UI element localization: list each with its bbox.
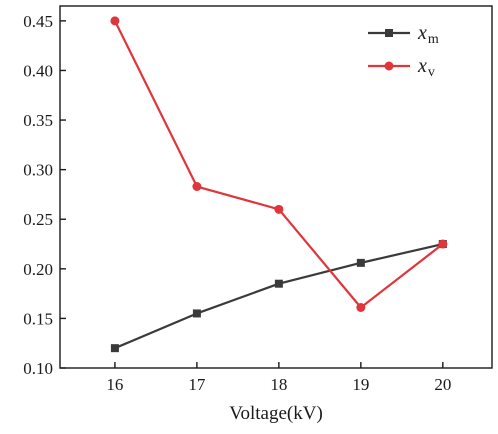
legend-subscript-m: m	[428, 32, 439, 47]
x-tick-label: 19	[352, 375, 369, 394]
legend-subscript-v: v	[428, 65, 435, 80]
x-tick-label: 18	[270, 375, 287, 394]
data-point-m	[274, 279, 283, 288]
series-line-m	[114, 242, 444, 350]
series-line-v	[113, 20, 444, 309]
legend-marker-m	[385, 29, 393, 37]
y-tick-label: 0.15	[23, 309, 53, 328]
data-point-m	[192, 309, 201, 318]
data-point-v	[438, 239, 448, 249]
x-tick-label: 16	[106, 375, 123, 394]
legend-label-m: xm	[417, 22, 439, 47]
legend: xm xv	[368, 22, 439, 80]
y-tick-label: 0.25	[23, 210, 53, 229]
legend-marker-v	[384, 61, 394, 71]
series-m	[110, 240, 447, 353]
legend-entry-m: xm	[368, 22, 439, 47]
y-tick-label: 0.45	[23, 12, 53, 31]
plot-frame	[59, 5, 493, 369]
axes-layer: 16 17 18 19 20 0.10 0.15 0.20 0.25 0.30 0.35 0.40 0.…	[23, 5, 493, 424]
data-point-v	[110, 16, 120, 26]
legend-entry-v: xv	[368, 55, 435, 80]
y-tick-label: 0.20	[23, 260, 53, 279]
data-point-m	[110, 344, 119, 353]
y-tick-label: 0.35	[23, 111, 53, 130]
y-tick-label: 0.10	[23, 359, 53, 378]
y-tick-label: 0.40	[23, 61, 53, 80]
x-tick-label: 20	[434, 375, 451, 394]
data-point-v	[192, 182, 202, 192]
data-point-v	[356, 303, 366, 313]
series-v	[110, 16, 448, 313]
data-point-v	[274, 204, 284, 214]
series-layer	[110, 16, 448, 353]
y-tick-label: 0.30	[23, 161, 53, 180]
x-axis-title: Voltage(kV)	[229, 403, 323, 424]
data-point-m	[356, 258, 365, 267]
x-tick-label: 17	[188, 375, 206, 394]
legend-label-v: xv	[417, 55, 435, 80]
